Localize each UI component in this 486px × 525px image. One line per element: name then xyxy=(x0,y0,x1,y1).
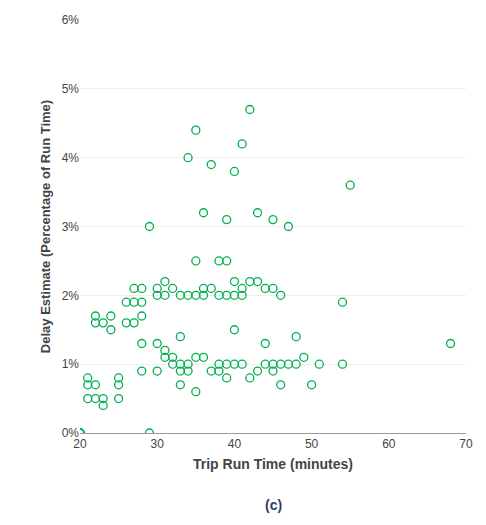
svg-text:3%: 3% xyxy=(62,220,80,234)
svg-text:4%: 4% xyxy=(62,151,80,165)
svg-text:40: 40 xyxy=(228,437,242,451)
svg-text:30: 30 xyxy=(151,437,165,451)
svg-text:Trip Run Time (minutes): Trip Run Time (minutes) xyxy=(193,456,353,472)
svg-text:2%: 2% xyxy=(62,289,80,303)
svg-text:70: 70 xyxy=(459,437,473,451)
svg-text:50: 50 xyxy=(305,437,319,451)
svg-text:0%: 0% xyxy=(62,426,80,440)
svg-text:60: 60 xyxy=(382,437,396,451)
svg-text:(c): (c) xyxy=(265,497,282,513)
svg-text:5%: 5% xyxy=(62,82,80,96)
svg-text:20: 20 xyxy=(73,437,87,451)
svg-text:6%: 6% xyxy=(62,13,80,27)
svg-text:1%: 1% xyxy=(62,357,80,371)
svg-text:Delay Estimate (Percentage of: Delay Estimate (Percentage of Run Time) xyxy=(38,100,53,353)
